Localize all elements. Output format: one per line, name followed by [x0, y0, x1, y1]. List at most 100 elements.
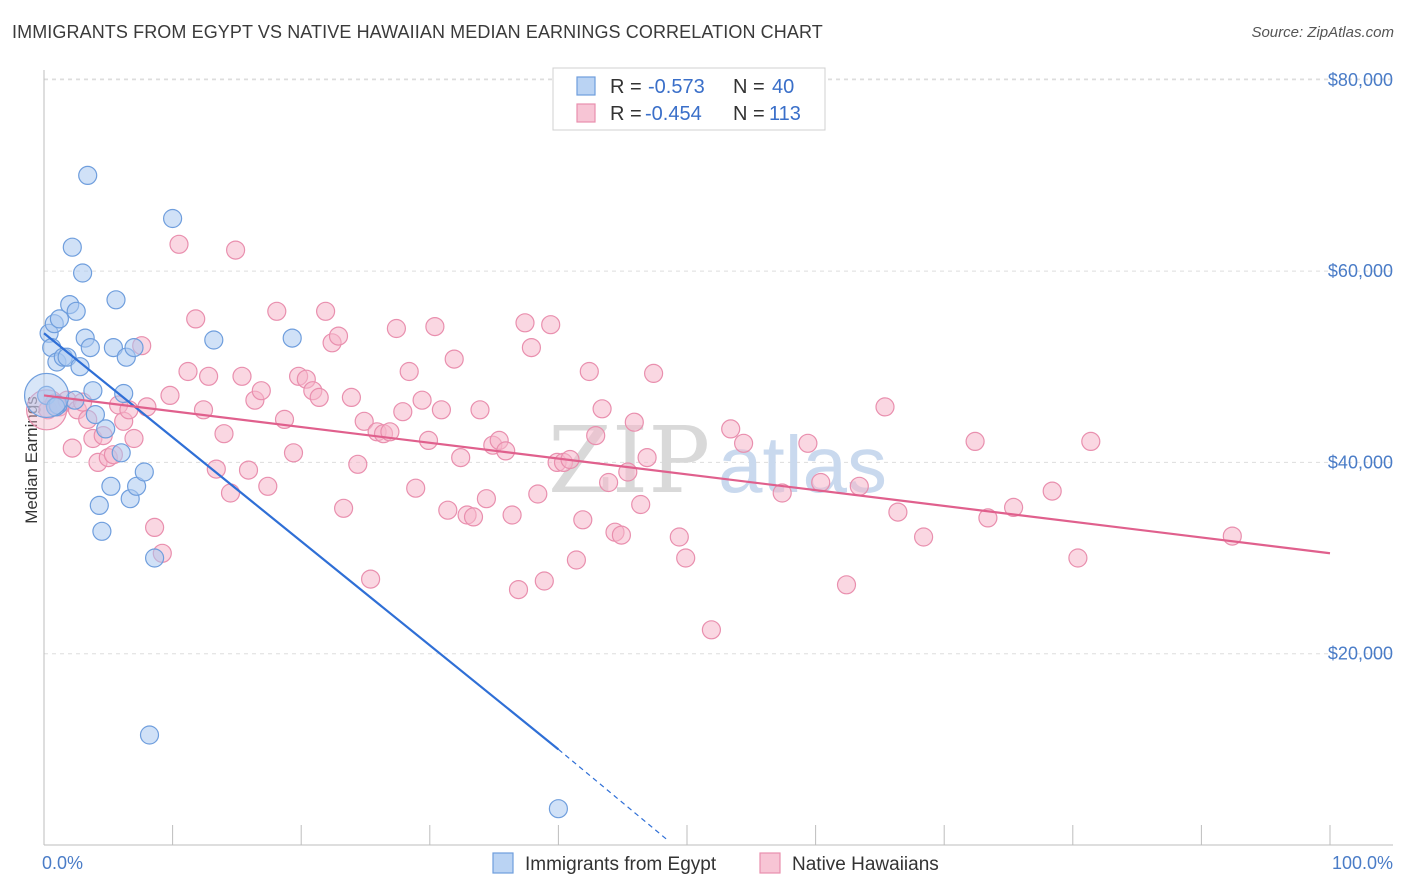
- trend-line-hawaiian: [43, 394, 1331, 555]
- egypt-point-24: [111, 443, 131, 463]
- chart-source: Source: ZipAtlas.com: [1251, 24, 1394, 41]
- hawaiian-point-77: [534, 571, 554, 591]
- hawaiian-point-42: [309, 387, 329, 407]
- hawaiian-point-111: [1042, 481, 1062, 501]
- watermark: ZIP atlas: [548, 407, 887, 514]
- hawaiian-point-78: [541, 315, 561, 335]
- hawaiian-point-110: [1003, 497, 1024, 517]
- hawaiian-point-113: [1081, 431, 1101, 451]
- hawaiian-point-93: [637, 448, 657, 468]
- hawaiian-point-95: [669, 527, 689, 547]
- hawaiian-point-87: [598, 472, 619, 493]
- legend-swatch-hawaiian: [576, 103, 596, 123]
- hawaiian-point-106: [888, 502, 908, 522]
- hawaiian-point-76: [528, 484, 548, 504]
- hawaiian-point-49: [354, 411, 374, 431]
- hawaiian-point-28: [214, 424, 234, 444]
- hawaiian-point-47: [341, 387, 361, 407]
- hawaiian-point-73: [508, 579, 529, 600]
- hawaiian-point-86: [592, 399, 612, 419]
- hawaiian-point-74: [515, 313, 535, 333]
- hawaiian-point-19: [145, 517, 165, 538]
- hawaiian-point-60: [425, 317, 445, 337]
- hawaiian-point-26: [199, 366, 219, 386]
- legend-n-label-egypt: N =: [733, 76, 765, 98]
- legend-box: [552, 67, 826, 131]
- egypt-point-9: [62, 237, 82, 257]
- hawaiian-point-4: [62, 438, 82, 458]
- egypt-point-34: [204, 330, 224, 350]
- hawaiian-point-96: [676, 548, 696, 568]
- hawaiian-point-46: [334, 498, 354, 518]
- hawaiian-point-50: [361, 569, 381, 589]
- egypt-point-15: [80, 338, 100, 358]
- legend-n-value-hawaiian: 113: [769, 103, 801, 125]
- hawaiian-point-85: [586, 426, 606, 446]
- hawaiian-point-57: [406, 478, 426, 498]
- hawaiian-point-112: [1068, 548, 1088, 568]
- hawaiian-point-64: [451, 448, 471, 468]
- egypt-point-31: [139, 725, 160, 745]
- hawaiian-point-67: [470, 400, 490, 420]
- egypt-point-7: [57, 347, 77, 367]
- hawaiian-point-105: [875, 397, 895, 417]
- hawaiian-point-15: [119, 400, 139, 420]
- egypt-point-14: [78, 165, 98, 185]
- egypt-point-30: [134, 462, 154, 482]
- egypt-point-10: [66, 301, 86, 321]
- hawaiian-point-43: [316, 301, 336, 321]
- hawaiian-point-34: [251, 381, 271, 401]
- y-tick-label-2: $60,000: [1328, 261, 1393, 281]
- hawaiian-point-108: [965, 431, 985, 451]
- bottom-legend-label-hawaiian: Native Hawaiians: [792, 854, 939, 875]
- hawaiian-point-94: [643, 363, 664, 383]
- egypt-point-33: [163, 208, 183, 229]
- egypt-point-20: [96, 419, 116, 439]
- hawaiian-point-32: [238, 460, 259, 480]
- hawaiian-point-82: [566, 550, 587, 570]
- hawaiian-point-48: [348, 454, 368, 474]
- hawaiian-point-56: [399, 361, 419, 382]
- hawaiian-point-59: [418, 430, 439, 450]
- hawaiian-point-58: [412, 390, 432, 410]
- hawaiian-point-91: [624, 412, 644, 432]
- hawaiian-point-45: [328, 326, 349, 346]
- hawaiian-point-102: [811, 472, 831, 493]
- hawaiian-point-92: [631, 494, 651, 515]
- hawaiian-point-109: [978, 508, 998, 528]
- hawaiian-point-16: [124, 428, 144, 449]
- hawaiian-point-97: [701, 620, 722, 640]
- hawaiian-point-83: [573, 510, 593, 530]
- hawaiian-point-55: [393, 402, 413, 422]
- legend-n-label-hawaiian: N =: [733, 103, 765, 125]
- egypt-point-5: [49, 309, 70, 329]
- hawaiian-point-62: [438, 500, 458, 520]
- egypt-point-23: [106, 290, 126, 310]
- series-native-hawaiians-points: [25, 234, 1242, 640]
- hawaiian-point-75: [521, 338, 542, 358]
- legend-r-value-egypt: -0.573: [648, 76, 705, 98]
- egypt-point-22: [103, 338, 124, 358]
- egypt-point-36: [548, 799, 569, 819]
- y-tick-label-1: $40,000: [1328, 452, 1393, 472]
- hawaiian-point-21: [160, 385, 180, 405]
- egypt-point-12: [72, 263, 93, 283]
- hawaiian-point-35: [258, 476, 278, 496]
- hawaiian-point-29: [220, 483, 241, 503]
- correlation-legend: R = -0.573 N = 40 R = -0.454 N = 113: [552, 67, 826, 131]
- hawaiian-point-100: [772, 483, 792, 503]
- hawaiian-point-63: [444, 349, 464, 369]
- egypt-point-28: [124, 338, 144, 358]
- hawaiian-point-107: [913, 527, 934, 547]
- legend-swatch-egypt: [576, 76, 596, 96]
- egypt-point-16: [83, 381, 103, 401]
- hawaiian-point-31: [232, 366, 252, 386]
- egypt-point-17: [85, 405, 106, 425]
- trend-line-egypt: [43, 332, 560, 751]
- bottom-legend-swatch-egypt: [492, 852, 514, 874]
- hawaiian-point-61: [431, 400, 451, 420]
- y-tick-label-3: $80,000: [1328, 70, 1393, 90]
- hawaiian-point-99: [733, 433, 754, 453]
- bottom-legend-swatch-hawaiian: [759, 852, 781, 874]
